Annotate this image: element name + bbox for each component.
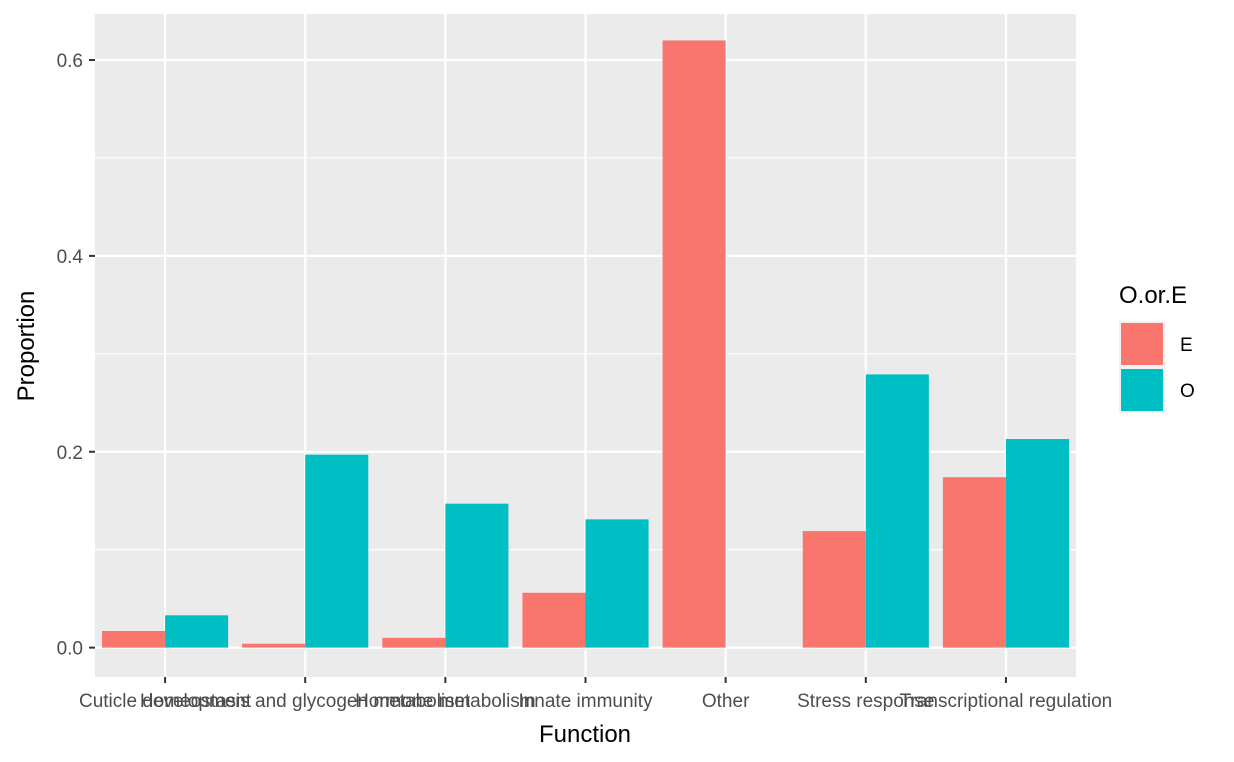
- bar-e-1: [242, 643, 306, 648]
- x-axis-title: Function: [539, 721, 631, 748]
- y-tick-label: 0.0: [57, 639, 83, 660]
- y-axis-title: Proportion: [13, 291, 40, 402]
- x-tick-label: Transcriptional regulation: [900, 691, 1113, 712]
- bar-e-6: [942, 477, 1006, 648]
- y-tick-label: 0.6: [57, 51, 83, 72]
- legend: O.or.E E O: [1119, 282, 1195, 413]
- bar-e-0: [102, 630, 166, 648]
- x-tick-label: Other: [702, 691, 750, 712]
- x-tick-label: Innate immunity: [518, 691, 653, 712]
- bar-e-4: [662, 40, 726, 648]
- y-tick-label: 0.2: [57, 443, 83, 464]
- bar-o-5: [865, 374, 929, 648]
- legend-label-o: O: [1180, 381, 1195, 402]
- bar-e-5: [802, 531, 866, 648]
- bar-o-3: [585, 519, 649, 648]
- bar-o-1: [305, 454, 369, 648]
- bar-o-2: [445, 503, 509, 648]
- y-axis-ticks: 0.0 0.2 0.4 0.6: [57, 51, 95, 660]
- legend-label-e: E: [1180, 335, 1193, 356]
- bars: [102, 40, 1069, 648]
- x-tick-label: Homeostasis and glycogen metabolism: [140, 691, 471, 712]
- y-tick-label: 0.4: [57, 247, 84, 268]
- bar-e-3: [522, 592, 586, 648]
- legend-key-e: [1121, 323, 1163, 365]
- bar-e-2: [382, 637, 446, 648]
- bar-o-0: [165, 615, 229, 648]
- legend-title: O.or.E: [1119, 282, 1187, 309]
- x-tick-label: Stress response: [797, 691, 934, 712]
- x-tick-label: Hormone metabolism: [355, 691, 536, 712]
- x-tick-label: Cuticle development: [79, 691, 252, 712]
- bar-o-6: [1005, 439, 1069, 648]
- legend-key-o: [1121, 369, 1163, 411]
